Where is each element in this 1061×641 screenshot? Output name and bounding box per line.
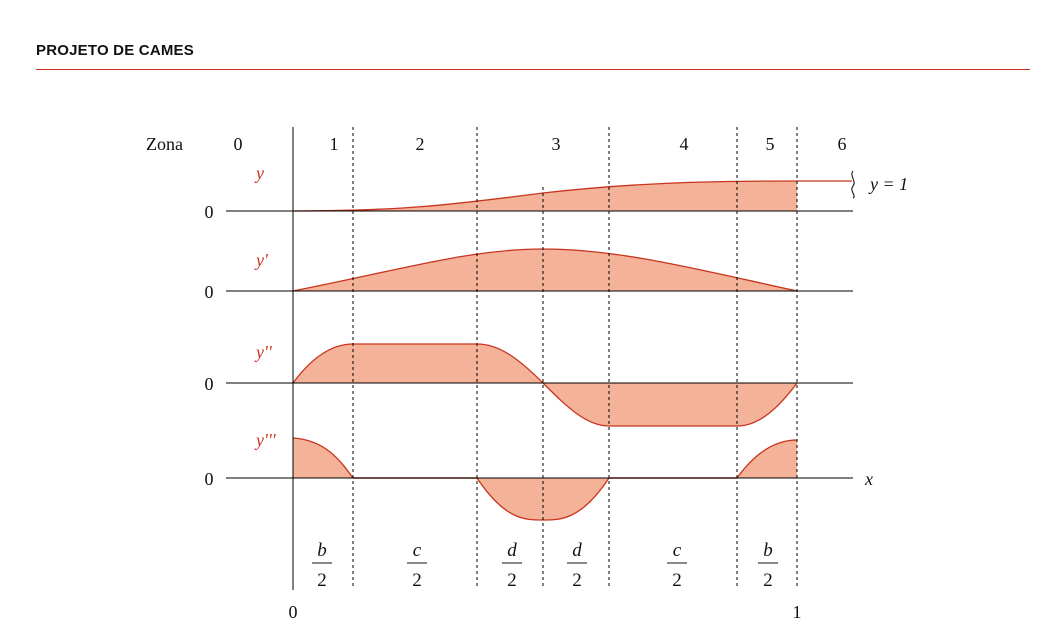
zone-number: 0 <box>234 134 243 154</box>
zone-number: 2 <box>416 134 425 154</box>
fraction-numerator: b <box>317 540 327 561</box>
x-axis-label: x <box>864 469 873 489</box>
fraction-denominator: 2 <box>507 570 517 591</box>
fraction-numerator: c <box>673 540 682 561</box>
y-double-prime-positive-area <box>293 344 543 383</box>
zone-number: 4 <box>680 134 689 154</box>
fraction-numerator: c <box>413 540 422 561</box>
row-label-y-triple-prime: y''' <box>254 430 277 450</box>
zone-number: 6 <box>838 134 847 154</box>
fraction-denominator: 2 <box>317 570 327 591</box>
row-label-y-prime: y' <box>254 250 269 270</box>
fraction-denominator: 2 <box>672 570 682 591</box>
fraction-c-half: c 2 <box>667 540 687 591</box>
zero-label: 0 <box>205 202 214 222</box>
fraction-numerator: d <box>572 540 582 561</box>
y-displacement-curve <box>292 180 852 212</box>
y-triple-prime-end-curve <box>736 439 798 479</box>
y-triple-prime-start-area <box>293 438 353 478</box>
fraction-d-half: d 2 <box>502 540 522 591</box>
page-title: PROJETO DE CAMES <box>36 42 194 59</box>
axis-break-icon <box>851 170 855 199</box>
x-end-label: 1 <box>793 602 802 622</box>
fraction-denominator: 2 <box>572 570 582 591</box>
zone-number: 1 <box>330 134 339 154</box>
y-equals-one-label: y = 1 <box>868 174 908 194</box>
zero-label: 0 <box>205 374 214 394</box>
fraction-numerator: b <box>763 540 773 561</box>
y-double-prime-negative-area <box>543 383 797 426</box>
y-triple-prime-start-curve <box>292 437 354 479</box>
fraction-b-half: b 2 <box>312 540 332 591</box>
x-start-label: 0 <box>289 602 298 622</box>
fraction-denominator: 2 <box>763 570 773 591</box>
y-triple-prime-end-area <box>737 440 797 478</box>
zone-number: 3 <box>552 134 561 154</box>
y-double-prime-negative-curve <box>542 382 798 427</box>
row-label-y: y <box>254 163 264 183</box>
row-label-y-double-prime: y'' <box>254 342 273 362</box>
fraction-c-half: c 2 <box>407 540 427 591</box>
header-rule <box>36 69 1030 70</box>
zero-label: 0 <box>205 282 214 302</box>
zero-label: 0 <box>205 469 214 489</box>
y-displacement-area <box>293 181 797 211</box>
fraction-b-half: b 2 <box>758 540 778 591</box>
zone-label: Zona <box>146 134 183 154</box>
y-prime-velocity-area <box>293 249 797 291</box>
fraction-d-half: d 2 <box>567 540 587 591</box>
fraction-numerator: d <box>507 540 517 561</box>
fraction-denominator: 2 <box>412 570 422 591</box>
zone-number: 5 <box>766 134 775 154</box>
shape-layer <box>226 127 855 590</box>
